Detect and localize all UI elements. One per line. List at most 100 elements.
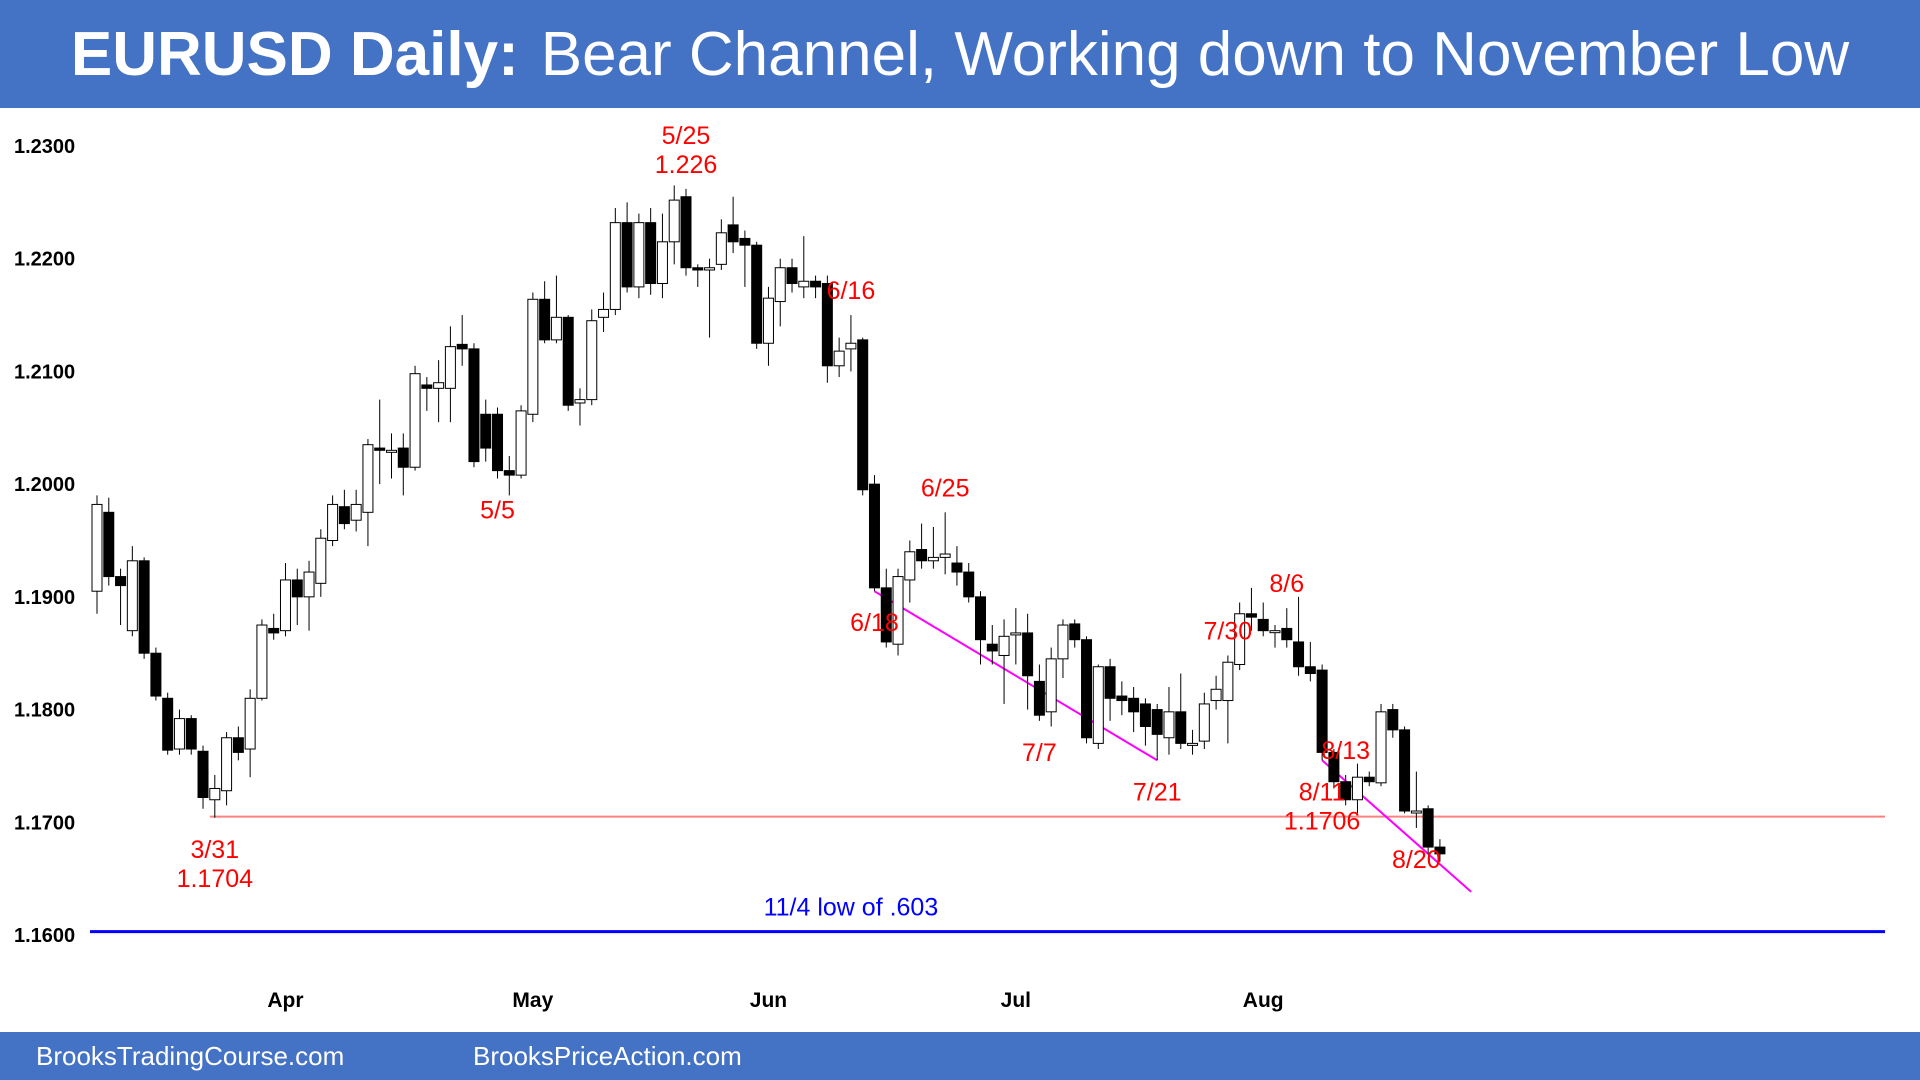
- y-tick-label: 1.2200: [14, 249, 75, 271]
- bear-candle: [562, 316, 574, 406]
- bull-candle: [927, 556, 939, 562]
- bull-candle: [256, 624, 268, 699]
- bull-candle: [1210, 688, 1222, 702]
- bear-candle: [975, 596, 986, 641]
- bull-candle: [1187, 742, 1199, 746]
- x-tick-label: Aug: [1243, 989, 1284, 1012]
- annotation-label: 7/7: [1022, 739, 1057, 767]
- bear-candle: [338, 506, 350, 525]
- bull-candle: [279, 579, 291, 632]
- x-tick-label: Jul: [1001, 989, 1031, 1012]
- bear-candle: [645, 222, 657, 285]
- bull-candle: [221, 737, 233, 792]
- bear-candle: [456, 343, 468, 350]
- bear-candle: [1081, 639, 1093, 739]
- bull-candle: [515, 410, 527, 476]
- support-lines: 11/4 low of .603: [90, 815, 1885, 934]
- bull-candle: [609, 222, 621, 310]
- bear-candle: [421, 384, 433, 389]
- bull-candle: [433, 382, 445, 389]
- annotation-label: 8/11: [1299, 778, 1346, 806]
- bear-candle: [1033, 680, 1045, 716]
- bull-candle: [91, 503, 103, 592]
- bear-candle: [185, 718, 197, 750]
- x-tick-label: Jun: [750, 989, 787, 1012]
- annotation-label: 1.1704: [177, 865, 254, 893]
- bear-candle: [951, 562, 963, 573]
- annotation-label: 7/21: [1133, 778, 1182, 806]
- bull-candle: [704, 267, 716, 271]
- bear-candle: [397, 447, 409, 468]
- chart-canvas: 11/4 low of .603 1.2300 1.2200 1.2100 1.200…: [14, 122, 1885, 1012]
- footer-link-price-action[interactable]: BrooksPriceAction.com: [473, 1041, 742, 1071]
- bear-candle: [727, 224, 739, 243]
- bear-candle: [1363, 776, 1375, 783]
- bear-candle: [1293, 641, 1305, 668]
- bear-candle: [1245, 613, 1257, 618]
- bull-candle: [798, 280, 810, 288]
- bull-candle: [1234, 613, 1246, 665]
- bear-candle: [1399, 729, 1411, 812]
- bull-candle: [1351, 776, 1363, 801]
- bull-candle: [998, 635, 1010, 656]
- bull-candle: [350, 503, 362, 521]
- title-description: Bear Channel, Working down to November L…: [540, 19, 1850, 89]
- annotations: 5/251.226 6/16 6/25 5/5 7/30 8/6 8/13 6/18 7/7 7/…: [177, 122, 1441, 893]
- annotation-label: 3/31: [190, 836, 239, 864]
- bear-candle: [1175, 711, 1187, 744]
- bear-candle: [1151, 709, 1163, 735]
- bull-candle: [327, 503, 339, 541]
- bull-candle: [409, 373, 421, 468]
- bull-candle: [574, 399, 586, 404]
- bear-candle: [138, 560, 150, 654]
- y-axis: 1.2300 1.2200 1.2100 1.2000 1.1900 1.1800 1.17…: [14, 136, 75, 947]
- bull-candle: [598, 308, 610, 318]
- annotation-label: 5/25: [662, 122, 711, 150]
- bull-candle: [126, 560, 138, 632]
- annotation-label: 6/16: [827, 277, 876, 305]
- bear-candle: [1116, 695, 1128, 702]
- bull-candle: [444, 346, 456, 389]
- bull-candle: [845, 342, 857, 350]
- bull-candle: [656, 241, 668, 285]
- annotation-label: 5/5: [480, 497, 515, 525]
- bear-candle: [986, 643, 998, 652]
- bear-candle: [150, 652, 162, 697]
- bull-candle: [315, 537, 327, 584]
- y-tick-label: 1.2100: [14, 361, 75, 383]
- annotation-label: 1.1706: [1284, 807, 1360, 835]
- footer: BrooksTradingCourse.com BrooksPriceActio…: [0, 1032, 1920, 1080]
- annotation-label: 8/20: [1392, 846, 1441, 874]
- title-symbol: EURUSD Daily:: [70, 19, 519, 89]
- bear-candle: [492, 413, 504, 472]
- bull-candle: [633, 222, 645, 288]
- bear-candle: [963, 571, 975, 598]
- x-tick-label: Apr: [267, 989, 303, 1012]
- bear-candle: [1387, 709, 1399, 731]
- bear-candle: [103, 511, 115, 578]
- bear-candle: [1128, 697, 1140, 713]
- bull-candle: [527, 298, 539, 415]
- bull-candle: [244, 697, 256, 750]
- bear-candle: [1328, 751, 1340, 783]
- bear-candle: [1340, 781, 1352, 801]
- bear-candle: [1139, 703, 1151, 727]
- bull-candle: [1045, 658, 1057, 713]
- bull-candle: [1057, 624, 1069, 660]
- footer-link-trading-course[interactable]: BrooksTradingCourse.com: [36, 1041, 345, 1071]
- annotation-label: 7/30: [1204, 617, 1253, 645]
- bear-candle: [291, 579, 303, 598]
- bear-candle: [1104, 666, 1116, 699]
- bull-candle: [173, 718, 185, 750]
- bull-candle: [386, 449, 397, 453]
- y-tick-label: 1.2000: [14, 474, 75, 496]
- bear-candle: [1304, 666, 1316, 675]
- bull-candle: [1092, 666, 1104, 744]
- bull-candle: [1010, 632, 1022, 636]
- bull-candle: [586, 320, 598, 401]
- annotation-label: 6/18: [850, 609, 899, 637]
- chart-title: EURUSD Daily: Bear Channel, Working down…: [0, 0, 1920, 108]
- bull-candle: [833, 350, 845, 367]
- bull-candle: [668, 199, 680, 243]
- bull-candle: [1269, 630, 1281, 634]
